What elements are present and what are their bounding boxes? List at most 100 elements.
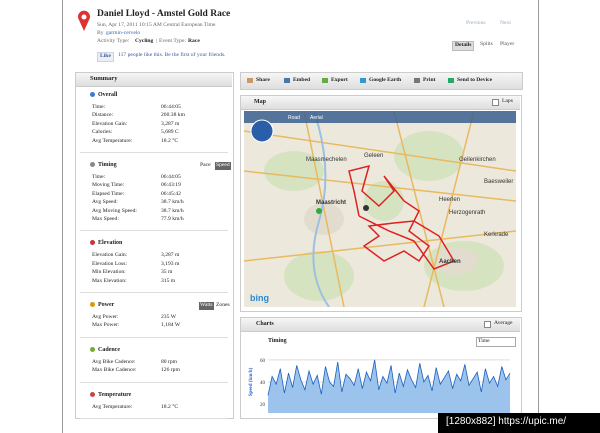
section-title: Power <box>98 302 115 308</box>
toolbar-icon <box>360 78 366 83</box>
row-label: Avg Speed: <box>92 199 118 206</box>
toolbar-button[interactable]: Send to Device <box>457 77 493 83</box>
route <box>348 164 456 270</box>
section-divider <box>80 381 228 383</box>
section-divider <box>80 418 228 419</box>
row-value: 35 m <box>161 269 173 276</box>
row-value: 126 rpm <box>161 367 180 374</box>
map-title: Map <box>254 99 266 105</box>
row-label: Elevation Gain: <box>92 252 128 259</box>
y-tick-label: 20 <box>260 403 266 408</box>
toggle[interactable]: Speed <box>215 162 231 170</box>
row-label: Avg Moving Speed: <box>92 207 137 214</box>
toggle[interactable]: Pace <box>200 162 211 168</box>
pin-icon <box>78 10 90 31</box>
y-axis-label: Speed (km/h) <box>249 367 254 396</box>
map-road <box>244 130 516 172</box>
row-label: Avg Power: <box>92 314 119 320</box>
previous-link[interactable]: Previous <box>466 20 486 26</box>
toolbar-icon <box>322 78 328 83</box>
toolbar-icon <box>284 78 290 83</box>
toolbar <box>240 72 523 90</box>
row-value: 3,287 m <box>161 120 180 127</box>
row-value: 5,689 C <box>161 129 179 136</box>
map-place-label: Herzogenrath <box>449 210 485 216</box>
map-place-label: Aachen <box>439 259 461 265</box>
map-view[interactable]: Maastricht Aachen Geleen Maasmechelen Heerle… <box>244 111 516 307</box>
toolbar-icon <box>247 78 253 83</box>
charts-title: Charts <box>256 321 274 327</box>
charts-header <box>241 318 520 332</box>
author-link[interactable]: garmin-cervelo <box>106 30 141 36</box>
toolbar-button[interactable]: Print <box>423 77 436 83</box>
map-urban <box>434 247 478 275</box>
activity-type: Cycling <box>135 38 154 44</box>
toggle[interactable]: Watts <box>199 302 214 310</box>
row-label: Elevation Loss: <box>92 260 127 267</box>
toolbar-button[interactable]: Embed <box>293 77 311 83</box>
row-label: Elapsed Time: <box>92 190 125 197</box>
summary-panel <box>75 72 234 419</box>
like-button[interactable]: Like <box>97 52 114 62</box>
y-tick-label: 40 <box>260 381 266 386</box>
toggle[interactable]: Zones <box>216 302 230 308</box>
row-label: Max Speed: <box>92 216 119 222</box>
map-place-label: Maasmechelen <box>306 157 347 163</box>
like-text: 117 people like this. Be the first of yo… <box>118 52 226 58</box>
laps-checkbox[interactable] <box>492 99 499 106</box>
row-label: Time: <box>92 104 106 110</box>
tab[interactable]: Player <box>500 41 515 47</box>
map-header <box>241 96 520 110</box>
map-road <box>244 230 516 262</box>
map-place-label: Geilenkirchen <box>459 157 496 163</box>
average-label: Average <box>494 320 513 326</box>
map-end-marker <box>363 205 369 211</box>
row-label: Avg Bike Cadence: <box>92 358 136 365</box>
chart-subtitle: Timing <box>268 338 287 344</box>
row-label: Max Power: <box>92 322 120 329</box>
page-frame <box>62 0 539 433</box>
y-tick-label: 60 <box>260 359 266 364</box>
tab[interactable]: Details <box>452 41 475 51</box>
map-road <box>244 170 516 202</box>
map-start-marker <box>316 208 322 214</box>
section-icon <box>90 391 95 397</box>
activity-type-label: Activity Type: <box>97 38 130 44</box>
summary-title: Summary <box>90 75 118 82</box>
section-title: Cadence <box>98 346 120 353</box>
row-label: Calories: <box>92 129 113 136</box>
speed-line <box>267 359 511 396</box>
event-type: Race <box>188 38 200 44</box>
toolbar-icon <box>414 78 420 83</box>
row-value: 06:43:19 <box>161 182 181 189</box>
map-place-label: Maastricht <box>316 200 346 206</box>
map-place-label: Heerlen <box>439 197 460 203</box>
toolbar-button[interactable]: Share <box>256 77 270 83</box>
map-logo: bing <box>250 293 269 303</box>
row-value: 06:44:05 <box>161 104 181 110</box>
watermark-bar <box>438 413 600 433</box>
toolbar-button[interactable]: Export <box>331 77 348 83</box>
row-value: 3,193 m <box>161 260 180 267</box>
row-label: Min Elevation: <box>92 269 126 276</box>
section-divider <box>80 336 228 338</box>
row-value: 260.38 km <box>161 112 185 119</box>
map-urban <box>304 203 344 235</box>
average-checkbox[interactable] <box>484 321 491 328</box>
speed-chart: Speed (km/h) 20 40 60 <box>249 359 511 413</box>
row-value: 235 W <box>161 314 176 320</box>
toolbar-button[interactable]: Google Earth <box>369 77 402 83</box>
row-value: 315 m <box>161 277 176 284</box>
next-link[interactable]: Next <box>500 20 511 26</box>
separator: | <box>156 38 158 44</box>
watermark: [1280x882] https://upic.me/ <box>446 416 567 427</box>
tab[interactable]: Splits <box>480 41 493 47</box>
laps-label: Laps <box>502 98 513 104</box>
row-value: 80 rpm <box>161 358 178 365</box>
section-icon <box>90 240 95 246</box>
map-place-label: Geleen <box>364 153 383 159</box>
section-divider <box>80 152 228 153</box>
row-label: Elevation Gain: <box>92 120 128 127</box>
map-woodland <box>394 131 464 181</box>
chart-select[interactable]: Time <box>476 337 516 347</box>
